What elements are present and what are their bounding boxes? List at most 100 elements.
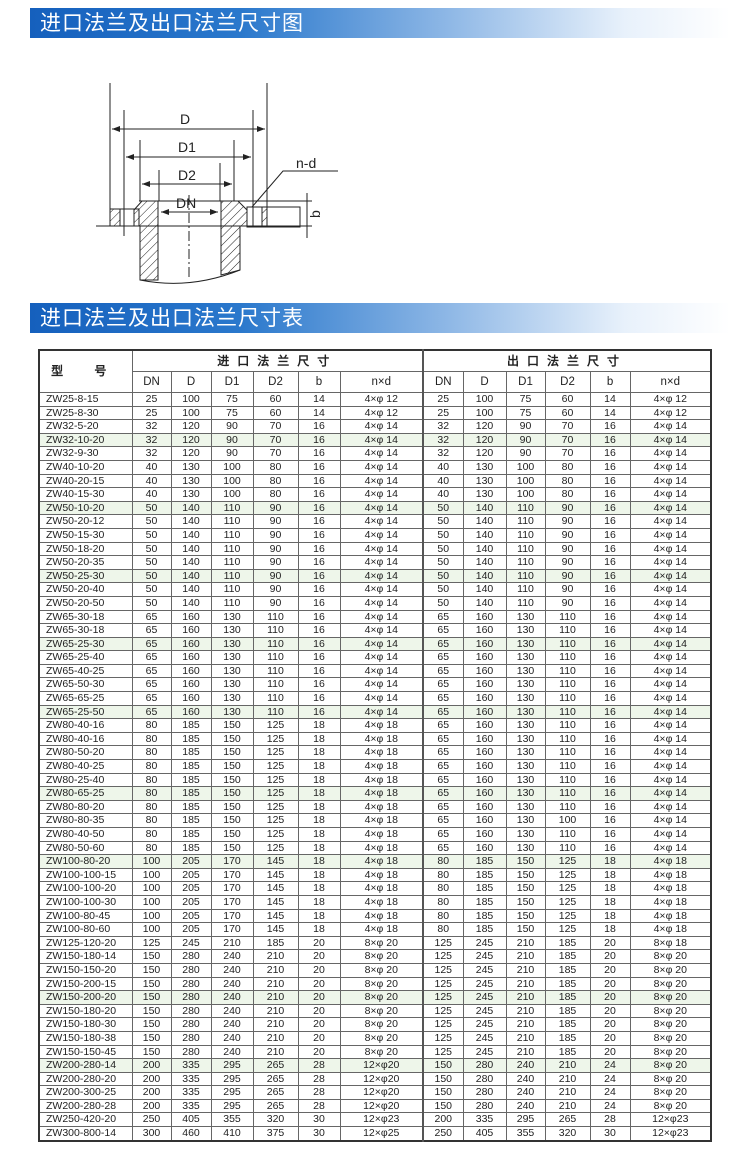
inlet-cell: 335 xyxy=(170,1098,212,1114)
table-row: ZW50-20-40 50 140 110 90 16 4×φ 14 50 140 110 90 16… xyxy=(38,582,712,597)
inlet-cell: 16 xyxy=(297,419,341,434)
inlet-cell: 280 xyxy=(170,1044,212,1060)
label-D: D xyxy=(180,111,190,127)
inlet-cell: 90 xyxy=(252,595,299,611)
outlet-cell: 4×φ 14 xyxy=(629,813,712,828)
inlet-cell: 265 xyxy=(252,1058,299,1073)
label-D1: D1 xyxy=(178,139,196,155)
label-D2: D2 xyxy=(178,167,196,183)
inlet-cell: 16 xyxy=(297,677,341,693)
inlet-cell: 90 xyxy=(252,582,299,597)
outlet-cell: 100 xyxy=(505,487,546,502)
model-cell: ZW80-25-40 xyxy=(38,772,133,788)
outlet-cell: 245 xyxy=(462,935,507,951)
model-cell: ZW80-40-50 xyxy=(38,827,133,842)
outlet-cell: 4×φ 18 xyxy=(629,881,712,896)
table-row: ZW80-80-20 80 185 150 125 18 4×φ 18 65 160 130 110… xyxy=(38,799,712,815)
outlet-cell: 8×φ 20 xyxy=(629,1058,712,1073)
outlet-cell: 210 xyxy=(505,935,546,951)
outlet-cell: 50 xyxy=(422,500,464,516)
inlet-cell: 125 xyxy=(252,813,299,828)
outlet-cell: 130 xyxy=(505,745,546,761)
inlet-cell: 130 xyxy=(210,704,254,720)
outlet-cell: 160 xyxy=(462,827,507,842)
outlet-cell: 125 xyxy=(422,1030,464,1046)
inlet-cell: 65 xyxy=(131,623,172,638)
outlet-cell: 125 xyxy=(422,1017,464,1032)
outlet-cell: 30 xyxy=(589,1126,631,1142)
inlet-cell: 130 xyxy=(210,650,254,665)
inlet-cell: 80 xyxy=(131,745,172,761)
outlet-cell: 4×φ 14 xyxy=(629,704,712,720)
outlet-cell: 16 xyxy=(589,595,631,611)
outlet-cell: 50 xyxy=(422,582,464,597)
outlet-cell: 110 xyxy=(544,745,591,761)
outlet-cell: 8×φ 20 xyxy=(629,1085,712,1100)
outlet-cell: 8×φ 20 xyxy=(629,1071,712,1087)
outlet-cell: 160 xyxy=(462,718,507,733)
inlet-cell: 80 xyxy=(131,840,172,856)
inlet-cell: 4×φ 14 xyxy=(339,650,424,665)
inlet-cell: 18 xyxy=(297,786,341,801)
inlet-cell: 12×φ20 xyxy=(339,1058,424,1073)
outlet-cell: 65 xyxy=(422,799,464,815)
inlet-cell: 80 xyxy=(131,786,172,801)
outlet-cell: 185 xyxy=(544,949,591,964)
table-row: ZW125-120-20 125 245 210 185 20 8×φ 20 125 245 21… xyxy=(38,935,712,951)
inlet-cell: 150 xyxy=(131,1003,172,1019)
inlet-cell: 80 xyxy=(131,759,172,774)
outlet-cell: 240 xyxy=(505,1071,546,1087)
table-row: ZW100-100-20 100 205 170 145 18 4×φ 18 80 185 150… xyxy=(38,881,712,896)
outlet-cell: 150 xyxy=(505,881,546,896)
outlet-cell: 65 xyxy=(422,677,464,693)
inlet-cell: 4×φ 18 xyxy=(339,731,424,747)
table-row: ZW80-50-60 80 185 150 125 18 4×φ 18 65 160 130 110… xyxy=(38,840,712,856)
table-row: ZW40-10-20 40 130 100 80 16 4×φ 14 40 130 100 80 16… xyxy=(38,459,712,475)
inlet-cell: 160 xyxy=(170,636,212,652)
outlet-cell: 80 xyxy=(544,459,591,475)
outlet-cell: 130 xyxy=(462,487,507,502)
inlet-cell: 4×φ 18 xyxy=(339,854,424,869)
inlet-cell: 18 xyxy=(297,718,341,733)
inlet-cell: 4×φ 18 xyxy=(339,840,424,856)
outlet-cell: 4×φ 14 xyxy=(629,487,712,502)
outlet-cell: 150 xyxy=(505,908,546,924)
outlet-cell: 65 xyxy=(422,786,464,801)
outlet-cell: 125 xyxy=(544,881,591,896)
inlet-cell: 125 xyxy=(252,840,299,856)
inlet-cell: 170 xyxy=(210,881,254,896)
inlet-cell: 8×φ 20 xyxy=(339,1017,424,1032)
outlet-cell: 24 xyxy=(589,1085,631,1100)
inlet-cell: 150 xyxy=(131,1044,172,1060)
inlet-cell: 130 xyxy=(170,473,212,489)
inlet-cell: 90 xyxy=(210,432,254,448)
outlet-cell: 185 xyxy=(462,881,507,896)
model-cell: ZW80-40-25 xyxy=(38,759,133,774)
outlet-cell: 140 xyxy=(462,541,507,557)
outlet-cell: 18 xyxy=(589,854,631,869)
inlet-cell: 145 xyxy=(252,881,299,896)
outlet-cell: 240 xyxy=(505,1085,546,1100)
outlet-cell: 160 xyxy=(462,704,507,720)
inlet-cell: 205 xyxy=(170,922,212,937)
outlet-cell: 320 xyxy=(544,1126,591,1142)
outlet-column-header: D1 xyxy=(505,371,546,393)
outlet-cell: 125 xyxy=(544,854,591,869)
outlet-cell: 90 xyxy=(544,582,591,597)
model-cell: ZW150-180-30 xyxy=(38,1017,133,1032)
inlet-column-header: D1 xyxy=(210,371,254,393)
inlet-cell: 4×φ 14 xyxy=(339,568,424,584)
inlet-cell: 40 xyxy=(131,487,172,502)
inlet-cell: 185 xyxy=(170,772,212,788)
inlet-cell: 130 xyxy=(170,459,212,475)
inlet-cell: 4×φ 18 xyxy=(339,786,424,801)
outlet-cell: 70 xyxy=(544,432,591,448)
inlet-cell: 16 xyxy=(297,446,341,461)
outlet-cell: 65 xyxy=(422,745,464,761)
outlet-cell: 130 xyxy=(505,663,546,679)
inlet-cell: 16 xyxy=(297,473,341,489)
outlet-cell: 20 xyxy=(589,1003,631,1019)
outlet-cell: 80 xyxy=(422,867,464,883)
outlet-cell: 130 xyxy=(505,772,546,788)
outlet-column-header: DN xyxy=(422,371,464,393)
